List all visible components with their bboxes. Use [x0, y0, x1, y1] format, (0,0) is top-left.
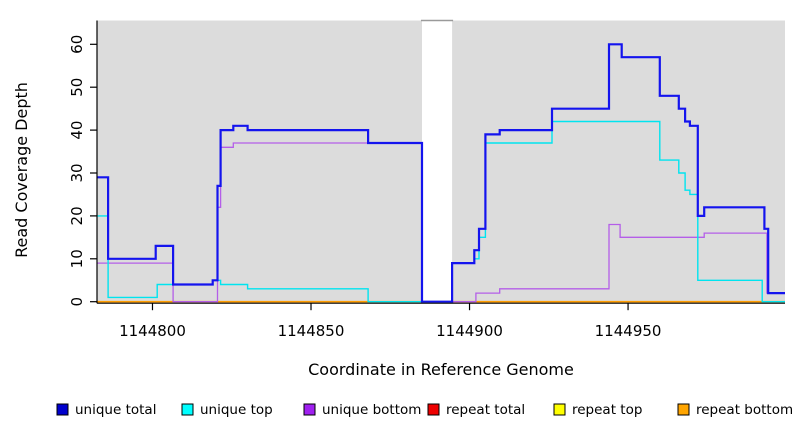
plot-bg-left	[97, 20, 422, 303]
y-tick-label: 30	[68, 163, 86, 182]
axes-layer: 0 10 20 30 40 50 60 1144800 1144850 1144900 114495…	[68, 20, 785, 340]
plot-background-layer	[97, 19, 785, 303]
legend-label-repeat-top: repeat top	[572, 402, 642, 418]
legend-swatch-unique-top	[181, 403, 194, 416]
legend-label-unique-total: unique total	[75, 402, 156, 418]
series-lines-layer	[97, 43, 785, 303]
legend-label-repeat-bottom: repeat bottom	[696, 402, 792, 418]
legend-label-unique-top: unique top	[200, 402, 273, 418]
legend-swatch-unique-total	[56, 403, 69, 416]
y-tick-label: 60	[68, 35, 86, 54]
x-tick-label: 1144800	[119, 322, 186, 340]
series-line-unique-total	[97, 43, 785, 303]
y-tick-label: 0	[68, 297, 86, 307]
y-tick-label: 20	[68, 206, 86, 225]
y-tick-label: 50	[68, 78, 86, 97]
y-tick-label: 10	[68, 249, 86, 268]
x-axis-title: Coordinate in Reference Genome	[308, 360, 574, 379]
x-tick-label: 1144950	[595, 322, 662, 340]
x-tick-label: 1144850	[278, 322, 345, 340]
legend-label-unique-bottom: unique bottom	[322, 402, 421, 418]
plot-bg-right	[452, 20, 785, 303]
legend-swatch-repeat-top	[553, 403, 566, 416]
legend: unique total unique top unique bottom repea…	[56, 402, 792, 418]
legend-swatch-unique-bottom	[303, 403, 316, 416]
legend-label-repeat-total: repeat total	[446, 402, 525, 418]
legend-swatch-repeat-total	[427, 403, 440, 416]
legend-swatch-repeat-bottom	[677, 403, 690, 416]
x-tick-label: 1144900	[436, 322, 503, 340]
y-axis-title: Read Coverage Depth	[12, 82, 31, 258]
y-tick-label: 40	[68, 121, 86, 140]
